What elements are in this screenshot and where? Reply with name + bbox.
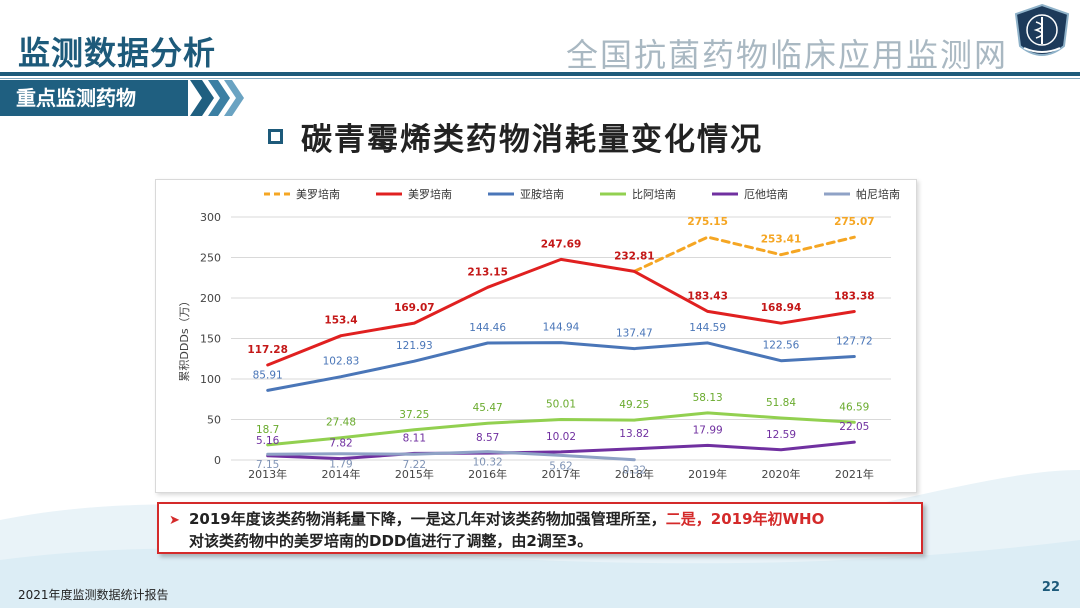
data-label: 153.4 xyxy=(324,315,357,327)
note-text-red: 二是，2019年初WHO xyxy=(665,510,825,528)
y-tick-label: 200 xyxy=(200,292,221,305)
y-tick-label: 0 xyxy=(214,454,221,467)
chevron-right-icon xyxy=(190,80,244,116)
data-label: 10.02 xyxy=(546,431,576,443)
data-label: 7.15 xyxy=(256,459,279,471)
x-tick-label: 2017年 xyxy=(542,467,581,481)
organization-logo xyxy=(1014,3,1070,56)
page-number: 22 xyxy=(1041,580,1060,595)
data-label: 275.15 xyxy=(687,216,728,228)
chart-heading-text: 碳青霉烯类药物消耗量变化情况 xyxy=(301,121,763,158)
data-label: 144.46 xyxy=(469,322,506,334)
data-label: 121.93 xyxy=(396,340,433,352)
page-title: 监测数据分析 xyxy=(18,34,217,72)
y-axis-title: 累积DDDs（万） xyxy=(178,295,191,381)
data-label: 5.16 xyxy=(256,435,280,447)
series-line xyxy=(266,341,856,392)
data-label: 183.38 xyxy=(834,290,875,302)
data-label: 85.91 xyxy=(253,369,283,381)
report-name: 2021年度监测数据统计报告 xyxy=(18,588,169,602)
y-tick-label: 250 xyxy=(200,252,221,265)
x-tick-label: 2019年 xyxy=(688,467,727,481)
data-label: 49.25 xyxy=(619,399,649,411)
series-line xyxy=(266,411,856,447)
square-bullet-icon xyxy=(268,128,283,144)
data-label: 144.59 xyxy=(689,322,726,334)
data-label: 117.28 xyxy=(247,344,288,356)
data-label: 137.47 xyxy=(616,328,653,340)
series-line xyxy=(266,440,856,461)
data-label: 8.11 xyxy=(403,432,426,444)
data-label: 8.57 xyxy=(476,432,499,444)
note-line-2: 对该类药物中的美罗培南的DDD值进行了调整，由2调至3。 xyxy=(189,532,593,550)
data-label: 51.84 xyxy=(766,397,796,409)
series-line xyxy=(266,450,636,462)
note-text-black: 2019年度该类药物消耗量下降，一是这几年对该类药物加强管理所至， xyxy=(189,510,666,528)
data-label: 144.94 xyxy=(543,322,580,334)
data-label: 102.83 xyxy=(323,356,360,368)
data-label: 7.82 xyxy=(329,438,352,450)
arrow-bullet-icon: ➤ xyxy=(169,513,180,528)
line-chart: 0 50 100 150 200 250 300 累积DDDs（万） 2013年 2014年 201… xyxy=(178,187,900,481)
chart-heading: 碳青霉烯类药物消耗量变化情况 xyxy=(268,114,763,158)
data-label: 168.94 xyxy=(761,302,802,314)
data-label: 5.62 xyxy=(549,460,572,472)
data-label: 27.48 xyxy=(326,417,356,429)
data-label: 58.13 xyxy=(693,392,723,404)
data-label: 127.72 xyxy=(836,336,873,348)
data-label: 253.41 xyxy=(761,234,802,246)
section-tab: 重点监测药物 xyxy=(0,80,188,116)
header-divider xyxy=(0,72,1080,76)
x-tick-label: 2021年 xyxy=(835,467,874,481)
data-label: 275.07 xyxy=(834,216,875,228)
y-tick-label: 50 xyxy=(207,414,221,427)
legend-label: 美罗培南 xyxy=(408,187,452,201)
data-label: 17.99 xyxy=(693,424,723,436)
data-label: 13.82 xyxy=(619,428,649,440)
x-tick-label: 2015年 xyxy=(395,467,434,481)
y-tick-label: 150 xyxy=(200,333,221,346)
data-label: 22.05 xyxy=(839,421,869,433)
data-label: 213.15 xyxy=(467,266,508,278)
data-label: 45.47 xyxy=(473,402,503,414)
note-line-1: 2019年度该类药物消耗量下降，一是这几年对该类药物加强管理所至，二是，2019… xyxy=(189,508,913,530)
data-label: 7.22 xyxy=(403,459,426,471)
y-tick-label: 300 xyxy=(200,211,221,224)
y-tick-label: 100 xyxy=(200,373,221,386)
data-label: 37.25 xyxy=(399,409,429,421)
legend-label: 比阿培南 xyxy=(632,187,676,201)
data-label: 0.32 xyxy=(623,465,646,477)
data-label: 169.07 xyxy=(394,302,435,314)
x-tick-label: 2016年 xyxy=(468,467,507,481)
legend-label: 厄他培南 xyxy=(744,187,788,201)
x-tick-label: 2018年 xyxy=(615,467,654,481)
data-label: 46.59 xyxy=(839,401,869,413)
legend-label: 亚胺培南 xyxy=(520,187,564,201)
x-tick-label: 2013年 xyxy=(248,467,287,481)
organization-name: 全国抗菌药物临床应用监测网 xyxy=(565,36,1008,74)
data-label: 18.7 xyxy=(256,424,279,436)
data-label: 12.59 xyxy=(766,429,796,441)
x-tick-label: 2020年 xyxy=(762,467,801,481)
chart-panel: 0 50 100 150 200 250 300 累积DDDs（万） 2013年 2014年 201… xyxy=(155,179,917,493)
note-callout: ➤ 2019年度该类药物消耗量下降，一是这几年对该类药物加强管理所至，二是，20… xyxy=(157,502,923,554)
series-line xyxy=(266,257,856,367)
data-label: 183.43 xyxy=(687,290,728,302)
data-label: 232.81 xyxy=(614,250,655,262)
data-label: 122.56 xyxy=(763,340,800,352)
data-label: 10.32 xyxy=(473,457,503,469)
legend-label: 美罗培南 xyxy=(296,187,340,201)
header-divider-thin xyxy=(0,78,1080,79)
data-label: 247.69 xyxy=(541,238,582,250)
data-label: 1.79 xyxy=(329,459,352,471)
data-label: 50.01 xyxy=(546,398,576,410)
legend-label: 帕尼培南 xyxy=(856,187,900,201)
series-line xyxy=(632,235,856,273)
x-tick-label: 2014年 xyxy=(322,467,361,481)
